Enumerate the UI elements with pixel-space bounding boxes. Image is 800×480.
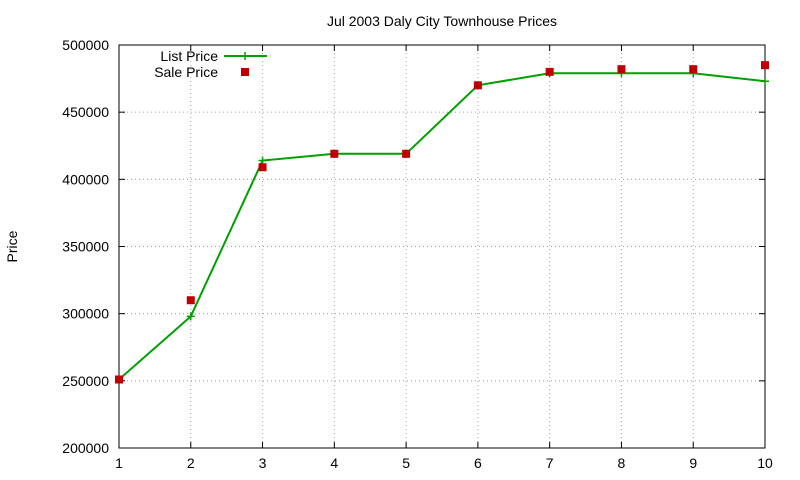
sale-price-point [115,375,123,384]
chart-title: Jul 2003 Daly City Townhouse Prices [327,13,557,29]
x-tick-label: 8 [618,455,626,471]
grid [119,45,765,448]
y-tick-label: 250000 [62,373,109,389]
legend: List Price Sale Price [154,48,267,80]
x-tick-label: 4 [330,455,338,471]
x-tick-label: 2 [187,455,195,471]
list-price-point [258,156,267,165]
sale-price-point [545,67,554,76]
series-list-price [115,69,769,384]
sale-price-point [617,65,626,74]
legend-label-list-price: List Price [160,48,218,64]
sale-price-point [761,61,769,70]
x-tick-labels: 1 2 3 4 5 6 7 8 9 10 [115,455,773,471]
x-tick-label: 1 [115,455,123,471]
y-tick-label: 350000 [62,239,109,255]
sale-price-point [258,163,267,172]
legend-cross-marker [241,52,249,60]
y-tick-label: 400000 [62,171,109,187]
y-tick-label: 500000 [62,37,109,53]
legend-square-marker [241,68,249,76]
x-tick-label: 7 [546,455,554,471]
legend-label-sale-price: Sale Price [154,64,218,80]
series-layer [115,61,769,384]
series-sale-price [115,61,769,384]
axis-ticks [118,44,766,449]
sale-price-point [330,149,339,158]
x-tick-label: 6 [474,455,482,471]
y-tick-label: 300000 [62,306,109,322]
x-tick-label: 10 [757,455,773,471]
x-tick-label: 3 [259,455,267,471]
sale-price-point [402,149,411,158]
x-tick-label: 9 [689,455,697,471]
list-price-point [761,77,769,86]
y-tick-labels: 200000 250000 300000 350000 400000 450000 5000… [62,37,109,456]
list-price-point [186,312,195,321]
legend-swatch-list-price [224,52,267,60]
sale-price-point [473,81,482,90]
y-tick-label: 200000 [62,440,109,456]
x-tick-label: 5 [402,455,410,471]
legend-swatch-sale-price [241,68,249,76]
y-tick-label: 450000 [62,104,109,120]
y-axis-label: Price [4,230,20,262]
sale-price-point [186,296,195,305]
sale-price-point [689,65,698,74]
list-price-line [118,72,766,381]
